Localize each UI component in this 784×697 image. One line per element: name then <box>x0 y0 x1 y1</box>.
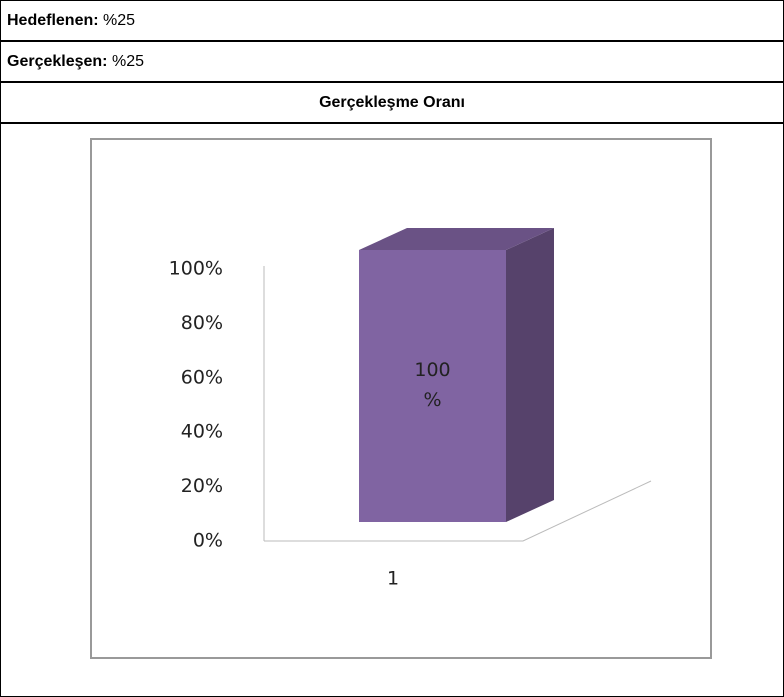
bar <box>359 228 554 522</box>
row-value: %25 <box>103 12 136 29</box>
bar-side <box>506 228 554 522</box>
value-label: 100% <box>414 359 450 411</box>
chart: 0% 20% 40% 60% 80% 100% 100 % 1 <box>90 138 712 659</box>
y-tick-label: 60% <box>181 366 223 388</box>
row: Hedeflenen: %25 <box>1 1 783 42</box>
row-label: Hedeflenen: <box>7 12 99 29</box>
x-tick-label: 1 <box>387 568 399 590</box>
y-tick-label: 20% <box>181 475 223 497</box>
y-tick-label: 0% <box>193 530 223 552</box>
floor <box>264 480 652 542</box>
bar-top <box>359 228 554 250</box>
y-tick-label: 80% <box>181 312 223 334</box>
row-value: %25 <box>111 53 144 70</box>
y-tick-label: 40% <box>181 421 223 443</box>
row: Gerçekleşen: %25 <box>1 42 783 83</box>
section-title: Gerçekleşme Oranı <box>1 83 783 124</box>
y-tick-label: 100% <box>169 258 223 280</box>
row-label: Gerçekleşen: <box>7 53 108 70</box>
bar-front <box>359 250 506 522</box>
